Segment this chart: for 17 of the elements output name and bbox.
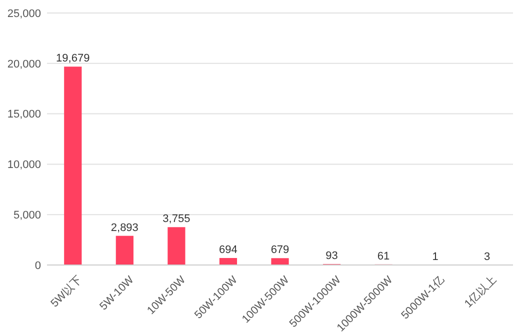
data-label: 3 bbox=[484, 250, 490, 263]
data-label: 679 bbox=[270, 244, 290, 256]
x-tick-label: 1亿以上 bbox=[462, 273, 499, 310]
y-tick-label: 15,000 bbox=[7, 108, 41, 121]
data-label: 694 bbox=[219, 244, 238, 256]
data-label: 2,893 bbox=[110, 222, 138, 234]
y-tick-label: 0 bbox=[34, 260, 41, 272]
y-tick-label: 25,000 bbox=[7, 8, 41, 20]
y-tick-label: 10,000 bbox=[7, 159, 41, 172]
data-label: 1 bbox=[432, 250, 438, 263]
y-tick-label: 20,000 bbox=[7, 58, 41, 70]
data-label: 61 bbox=[377, 250, 390, 262]
data-label: 93 bbox=[326, 250, 338, 262]
data-label: 19,679 bbox=[56, 52, 90, 65]
x-tick-label: 5W以下 bbox=[48, 273, 84, 310]
data-label: 3,755 bbox=[162, 213, 190, 226]
y-tick-label: 5,000 bbox=[13, 209, 41, 222]
